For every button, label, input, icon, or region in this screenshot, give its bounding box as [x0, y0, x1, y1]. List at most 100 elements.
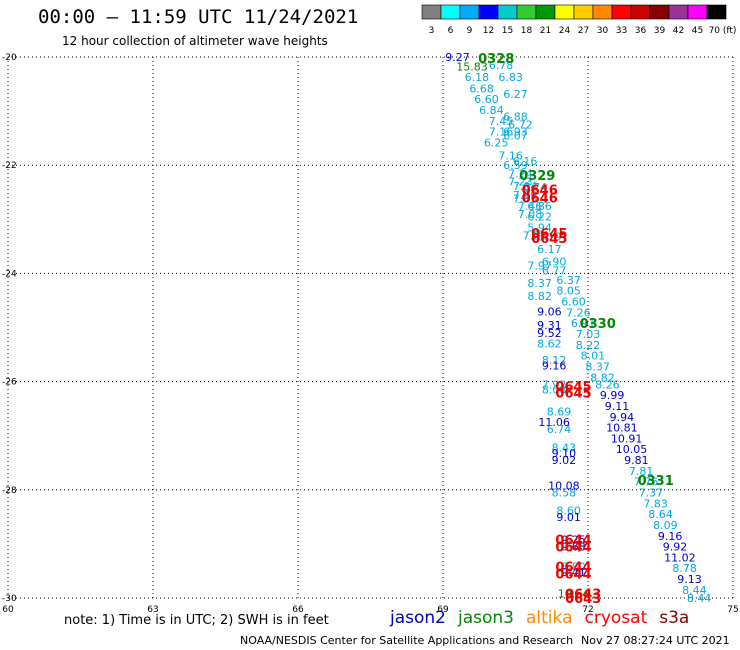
wave-height-label: 8.12 [542, 354, 567, 367]
wave-height-label: 6.93 [503, 126, 528, 139]
satellite-legend: jason2 jason3 altika cryosat s3a [390, 608, 701, 628]
wave-height-label: 15.83 [456, 61, 488, 74]
wave-height-label: 7.83 [643, 497, 668, 510]
wave-height-label: 9.11 [605, 400, 630, 413]
colorbar-label: 18 [521, 26, 533, 36]
chart-title: 00:00 – 11:59 UTC 11/24/2021 [38, 6, 359, 28]
time-label: 0644 [555, 534, 591, 549]
time-label: 0330 [580, 317, 616, 332]
wave-height-label: 10.08 [548, 479, 580, 492]
time-label: 0646 [522, 192, 558, 207]
colorbar-label: 9 [467, 26, 473, 36]
wave-height-label: 8.44 [682, 584, 707, 597]
time-label: 0328 [478, 52, 514, 67]
colorbar-label: 6 [448, 26, 454, 36]
x-tick-label: 60 [2, 605, 14, 615]
wave-height-label: 10.05 [616, 443, 648, 456]
wave-height-label: 9.68 [561, 541, 586, 554]
wave-height-label: 6.88 [503, 111, 528, 124]
colorbar-label: 45 [692, 26, 703, 36]
wave-height-label: 6.22 [527, 211, 552, 224]
wave-height-label: 8.09 [653, 519, 678, 532]
wave-height-label: 8.69 [547, 405, 572, 418]
wave-height-label: 8.62 [537, 338, 562, 351]
time-label: 0644 [555, 561, 591, 576]
colorbar-label: 70 (ft) [709, 26, 737, 36]
wave-height-label: 9.25 [561, 534, 586, 547]
colorbar-label: 15 [502, 26, 513, 36]
wave-height-label: 7.63 [513, 193, 538, 206]
colorbar-label: 27 [578, 26, 589, 36]
wave-height-label: 8.82 [527, 290, 552, 303]
colorbar-label: 30 [597, 26, 609, 36]
time-label: 0329 [519, 169, 555, 184]
wave-height-label: 8.37 [527, 277, 552, 290]
wave-height-label: 9.13 [677, 573, 702, 586]
wave-height-label: 6.60 [474, 93, 499, 106]
wave-height-label: 6.74 [547, 423, 572, 436]
wave-height-label: 6.37 [556, 274, 581, 287]
time-label: 0331 [638, 474, 674, 489]
wave-height-label: 6.83 [498, 71, 523, 84]
wave-height-label: 8.58 [552, 487, 577, 500]
wave-height-label: 9.16 [658, 530, 683, 543]
wave-height-label: 9.16 [542, 359, 567, 372]
time-label: 0645 [531, 227, 567, 242]
wave-height-label: 7.37 [639, 487, 664, 500]
wave-height-label: 5.94 [527, 221, 552, 234]
x-tick-label: 63 [147, 605, 158, 615]
color-bar: 3 6 9 12 15 18 21 24 27 30 33 36 39 42 45 70 (ft) [421, 4, 737, 36]
colorbar-label: 21 [540, 26, 551, 36]
wave-height-label: 7.16 [498, 149, 523, 162]
colorbar-label: 39 [654, 26, 666, 36]
wave-height-label: 8.08 [542, 384, 567, 397]
chart-subtitle: 12 hour collection of altimeter wave hei… [62, 34, 328, 48]
y-tick-label: -30 [2, 594, 17, 604]
colorbar-swatch [706, 4, 727, 20]
wave-height-label: 11.02 [664, 551, 696, 564]
wave-height-label: 9.31 [537, 319, 562, 332]
wave-height-label: 9.10 [552, 447, 577, 460]
wave-height-label: 6.84 [479, 104, 504, 117]
wave-height-label: 9.52 [537, 327, 562, 340]
time-label: 0643 [565, 588, 601, 603]
wave-height-label: 8.22 [576, 339, 601, 352]
wave-height-label: 6.90 [542, 255, 567, 268]
wave-height-label: 7.46 [518, 200, 543, 213]
wave-height-label: 8.26 [595, 378, 620, 391]
wave-height-label: 7.81 [629, 465, 654, 478]
time-label: 0643 [565, 592, 601, 607]
wave-height-label: 7.26 [566, 306, 591, 319]
wave-height-label: 8.78 [672, 562, 697, 575]
time-label: 0644 [555, 541, 591, 556]
wave-height-label: 10.64 [558, 588, 590, 601]
wave-height-label: 7.76 [634, 476, 659, 489]
wave-height-label: 6.77 [542, 265, 567, 278]
y-tick-label: -22 [2, 161, 17, 171]
colorbar-label: 3 [429, 26, 435, 36]
wave-height-label: 7.04 [513, 180, 538, 193]
wave-height-label: 8.05 [556, 285, 581, 298]
colorbar-label: 12 [483, 26, 494, 36]
time-label: 0645 [555, 380, 591, 395]
time-label: 0644 [555, 568, 591, 583]
legend-item-jason2: jason2 [390, 608, 446, 628]
wave-height-label: 8.64 [648, 508, 673, 521]
wave-height-label: 9.94 [610, 411, 635, 424]
credit-text: NOAA/NESDIS Center for Satellite Applica… [240, 634, 574, 647]
y-tick-label: -20 [2, 53, 17, 63]
colorbar-label: 33 [616, 26, 627, 36]
time-label: 0646 [522, 184, 558, 199]
wave-height-label: 8.37 [585, 360, 610, 373]
wave-height-label: 9.99 [600, 389, 625, 402]
wave-height-label: 7.24 [508, 167, 533, 180]
wave-height-label: 6.16 [513, 155, 538, 168]
wave-height-label: 6.72 [508, 119, 533, 132]
wave-height-label: 6.07 [503, 129, 528, 142]
wave-height-label: 6.74 [523, 181, 548, 194]
wave-height-label: 10.91 [611, 432, 643, 445]
wave-height-label: 6.27 [503, 88, 528, 101]
wave-height-label: 8.44 [687, 592, 712, 605]
wave-height-label: 8.60 [556, 504, 581, 517]
